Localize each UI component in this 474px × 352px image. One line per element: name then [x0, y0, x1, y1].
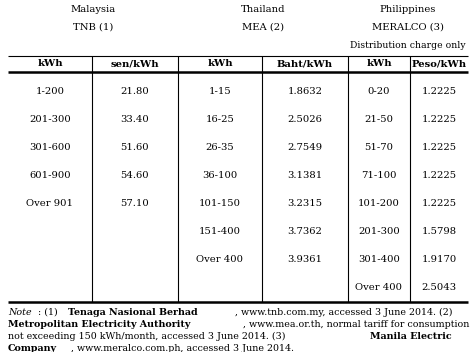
- Text: 301-400: 301-400: [358, 256, 400, 264]
- Text: 3.1381: 3.1381: [287, 171, 323, 181]
- Text: 1.2225: 1.2225: [421, 115, 456, 125]
- Text: 3.2315: 3.2315: [287, 200, 323, 208]
- Text: 101-150: 101-150: [199, 200, 241, 208]
- Text: 2.7549: 2.7549: [287, 144, 323, 152]
- Text: 2.5026: 2.5026: [288, 115, 322, 125]
- Text: 1.2225: 1.2225: [421, 88, 456, 96]
- Text: 1.8632: 1.8632: [288, 88, 322, 96]
- Text: 201-300: 201-300: [358, 227, 400, 237]
- Text: 1-200: 1-200: [36, 88, 64, 96]
- Text: 3.7362: 3.7362: [288, 227, 322, 237]
- Text: not exceeding 150 kWh/month, accessed 3 June 2014. (3): not exceeding 150 kWh/month, accessed 3 …: [8, 332, 289, 341]
- Text: 601-900: 601-900: [29, 171, 71, 181]
- Text: 3.9361: 3.9361: [288, 256, 322, 264]
- Text: MEA (2): MEA (2): [242, 23, 284, 31]
- Text: 101-200: 101-200: [358, 200, 400, 208]
- Text: 21-50: 21-50: [365, 115, 393, 125]
- Text: 0-20: 0-20: [368, 88, 390, 96]
- Text: 16-25: 16-25: [206, 115, 235, 125]
- Text: Thailand: Thailand: [241, 6, 285, 14]
- Text: MERALCO (3): MERALCO (3): [372, 23, 444, 31]
- Text: , www.meralco.com.ph, accessed 3 June 2014.: , www.meralco.com.ph, accessed 3 June 20…: [71, 344, 294, 352]
- Text: 26-35: 26-35: [206, 144, 234, 152]
- Text: kWh: kWh: [37, 59, 63, 69]
- Text: 1.9170: 1.9170: [421, 256, 456, 264]
- Text: Philippines: Philippines: [380, 6, 436, 14]
- Text: Malaysia: Malaysia: [70, 6, 116, 14]
- Text: 51-70: 51-70: [365, 144, 393, 152]
- Text: 151-400: 151-400: [199, 227, 241, 237]
- Text: Metropolitan Electricity Authority: Metropolitan Electricity Authority: [8, 320, 191, 329]
- Text: , www.mea.or.th, normal tariff for consumption: , www.mea.or.th, normal tariff for consu…: [243, 320, 470, 329]
- Text: 54.60: 54.60: [121, 171, 149, 181]
- Text: , www.tnb.com.my, accessed 3 June 2014. (2): , www.tnb.com.my, accessed 3 June 2014. …: [235, 308, 453, 317]
- Text: Company: Company: [8, 344, 57, 352]
- Text: 1.2225: 1.2225: [421, 144, 456, 152]
- Text: 201-300: 201-300: [29, 115, 71, 125]
- Text: 1.5798: 1.5798: [421, 227, 456, 237]
- Text: 2.5043: 2.5043: [421, 283, 456, 293]
- Text: Over 400: Over 400: [356, 283, 402, 293]
- Text: sen/kWh: sen/kWh: [111, 59, 159, 69]
- Text: Distribution charge only: Distribution charge only: [350, 40, 466, 50]
- Text: Manila Electric: Manila Electric: [370, 332, 452, 341]
- Text: Over 400: Over 400: [197, 256, 244, 264]
- Text: 301-600: 301-600: [29, 144, 71, 152]
- Text: kWh: kWh: [366, 59, 392, 69]
- Text: : (1): : (1): [38, 308, 61, 317]
- Text: Baht/kWh: Baht/kWh: [277, 59, 333, 69]
- Text: TNB (1): TNB (1): [73, 23, 113, 31]
- Text: 57.10: 57.10: [120, 200, 149, 208]
- Text: 51.60: 51.60: [121, 144, 149, 152]
- Text: 1.2225: 1.2225: [421, 171, 456, 181]
- Text: kWh: kWh: [207, 59, 233, 69]
- Text: Peso/kWh: Peso/kWh: [411, 59, 466, 69]
- Text: 1-15: 1-15: [209, 88, 231, 96]
- Text: 21.80: 21.80: [120, 88, 149, 96]
- Text: 33.40: 33.40: [120, 115, 149, 125]
- Text: Over 901: Over 901: [27, 200, 73, 208]
- Text: 36-100: 36-100: [202, 171, 237, 181]
- Text: 71-100: 71-100: [361, 171, 397, 181]
- Text: Note: Note: [8, 308, 32, 317]
- Text: Tenaga Nasional Berhad: Tenaga Nasional Berhad: [68, 308, 198, 317]
- Text: 1.2225: 1.2225: [421, 200, 456, 208]
